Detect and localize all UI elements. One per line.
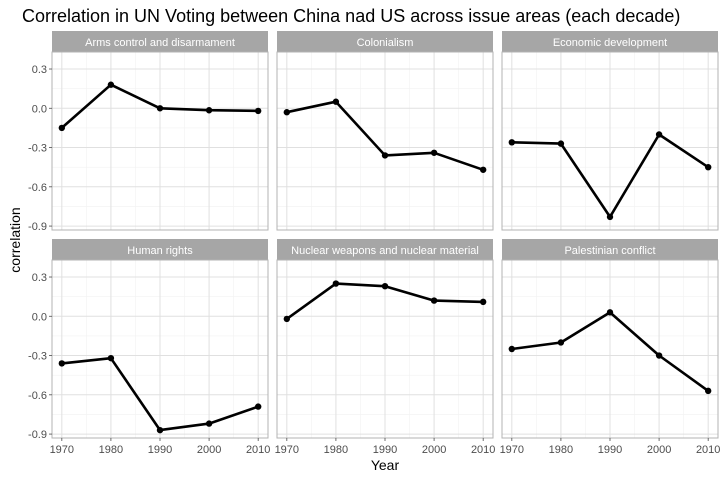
y-tick-label: -0.9 (28, 221, 47, 233)
y-tick-label: 0.3 (32, 272, 47, 284)
x-tick-label: 1970 (500, 444, 524, 456)
y-tick-label: -0.3 (28, 143, 47, 155)
data-point (557, 140, 565, 147)
data-point (606, 309, 614, 316)
facet-strip-label: Human rights (127, 245, 193, 257)
data-point (508, 345, 516, 353)
x-tick-label: 2010 (696, 444, 720, 456)
data-point (254, 107, 262, 115)
data-point (254, 403, 262, 410)
data-point (479, 298, 487, 306)
facet-strip (502, 239, 718, 260)
facet-strip (277, 31, 493, 52)
data-point (283, 315, 291, 323)
data-point (655, 131, 663, 138)
data-point (479, 166, 487, 173)
data-point (381, 282, 389, 290)
facet-strip-label: Arms control and disarmament (85, 37, 235, 49)
facet-strip (502, 31, 718, 52)
x-tick-label: 1980 (549, 444, 573, 456)
facet-strip (52, 239, 268, 260)
data-point (655, 352, 663, 359)
facet-strip-label: Nuclear weapons and nuclear material (291, 245, 479, 257)
y-tick-label: 0.0 (32, 311, 47, 323)
x-tick-label: 2010 (471, 444, 495, 456)
x-tick-label: 1970 (50, 444, 74, 456)
panel-border (51, 51, 269, 231)
data-point (107, 81, 115, 88)
facet-strip-label: Economic development (553, 37, 667, 49)
y-tick-label: -0.9 (28, 429, 47, 441)
y-tick-label: 0.0 (32, 103, 47, 115)
data-point (205, 107, 213, 114)
data-point (606, 213, 614, 221)
data-point (508, 139, 516, 146)
data-point (156, 426, 164, 434)
data-point (704, 163, 712, 171)
x-axis-title: Year (371, 457, 400, 473)
facet-strip (52, 31, 268, 52)
data-point (156, 105, 164, 112)
facet-panel: Arms control and disarmament 0.3 0.0 -0.3 -0… (28, 31, 269, 233)
x-tick-label: 1990 (148, 444, 172, 456)
x-tick-label: 1980 (99, 444, 123, 456)
data-point (58, 360, 66, 367)
facet-panel: Colonialism (276, 31, 494, 231)
data-point (58, 124, 66, 132)
y-tick-label: -0.6 (28, 390, 47, 402)
data-point (704, 387, 712, 395)
data-point (283, 109, 291, 116)
facet-strip-label: Colonialism (357, 37, 414, 49)
data-point (332, 280, 340, 287)
x-tick-label: 1990 (373, 444, 397, 456)
facet-panel: Nuclear weapons and nuclear material 1970… (275, 239, 495, 456)
panel-border (276, 51, 494, 231)
data-point (332, 98, 340, 105)
x-tick-label: 2000 (647, 444, 671, 456)
x-tick-label: 2000 (422, 444, 446, 456)
data-point (107, 354, 115, 362)
data-point (557, 339, 565, 346)
data-point (430, 149, 438, 156)
x-tick-label: 1990 (598, 444, 622, 456)
chart-title: Correlation in UN Voting between China n… (22, 6, 680, 26)
facet-panel: Palestinian conflict 1970 1980 1990 2000 2010 (500, 239, 720, 456)
x-tick-label: 2000 (197, 444, 221, 456)
y-tick-label: -0.6 (28, 182, 47, 194)
y-tick-label: -0.3 (28, 351, 47, 363)
data-point (205, 420, 213, 427)
facet-panel: Economic development (501, 31, 719, 231)
data-point (430, 297, 438, 304)
y-axis-title: correlation (7, 207, 23, 272)
x-tick-label: 2010 (246, 444, 270, 456)
x-tick-label: 1980 (324, 444, 348, 456)
y-tick-label: 0.3 (32, 64, 47, 76)
x-tick-label: 1970 (275, 444, 299, 456)
facet-strip-label: Palestinian conflict (564, 245, 655, 257)
panel-border (501, 51, 719, 231)
data-point (381, 152, 389, 159)
facet-panels: Arms control and disarmament 0.3 0.0 -0.3 -0… (28, 31, 720, 456)
facet-strip (277, 239, 493, 260)
